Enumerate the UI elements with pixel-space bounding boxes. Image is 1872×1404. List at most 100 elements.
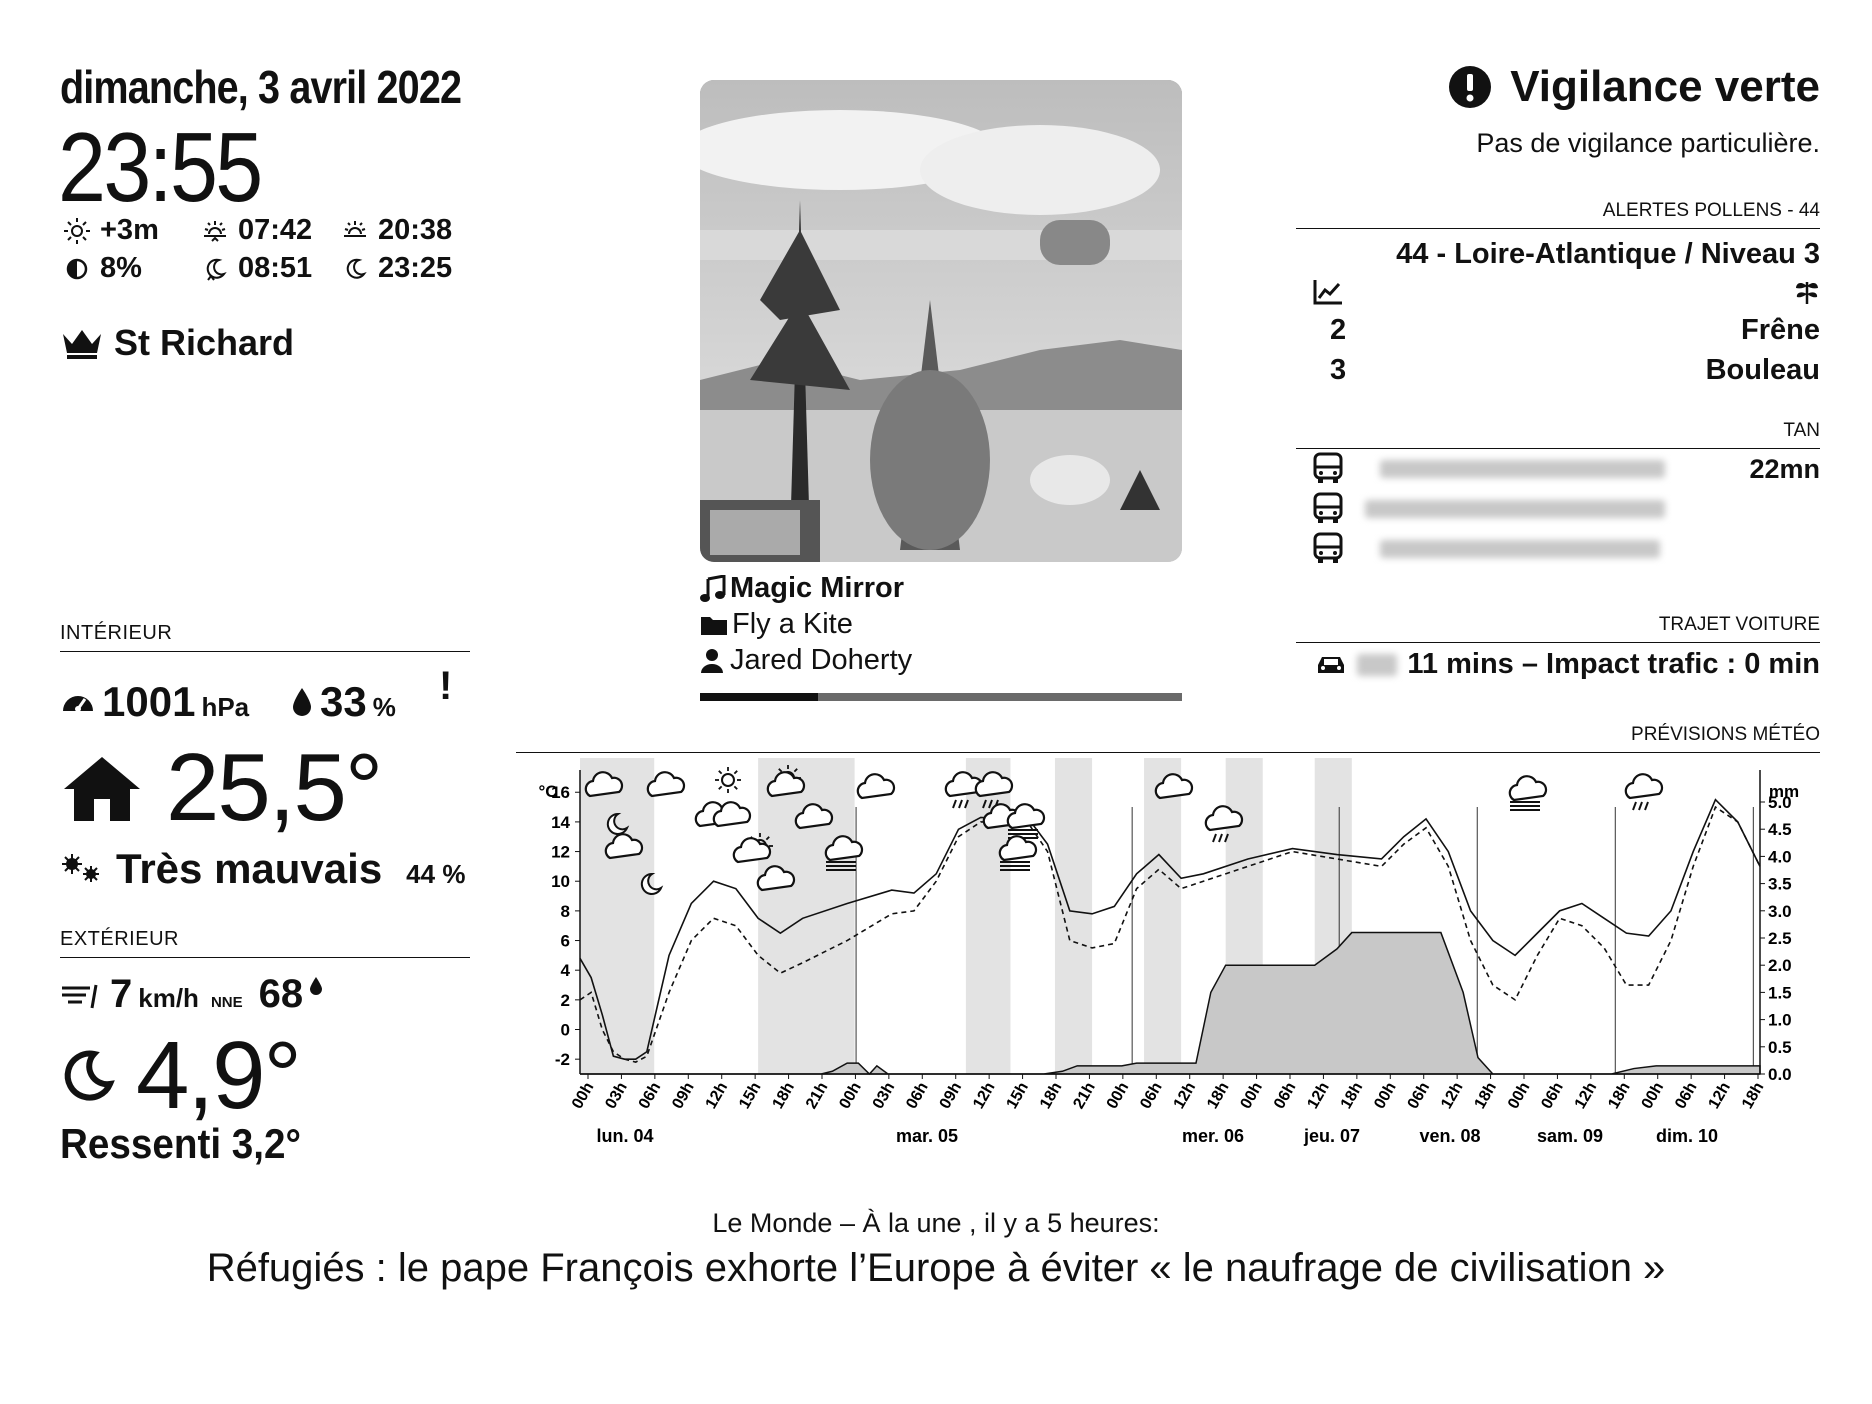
- cloud-icon: [1154, 773, 1194, 800]
- cloud-icon: [756, 865, 796, 892]
- indoor-section-title: INTÉRIEUR: [60, 622, 470, 652]
- wind-icon: [62, 984, 98, 1008]
- car-route: 11 mins – Impact trafic : 0 min: [1315, 648, 1820, 681]
- left-tick-label: 4: [561, 961, 571, 980]
- x-tick-label: 00h: [1639, 1080, 1668, 1112]
- left-tick-label: 6: [561, 932, 570, 951]
- x-tick-label: 15h: [736, 1080, 765, 1112]
- left-tick-label: 16: [551, 783, 570, 802]
- sunrise: 07:42: [200, 214, 312, 247]
- right-tick-label: 5.0: [1768, 793, 1792, 812]
- moonset-icon: [346, 258, 367, 279]
- bus-icon: [1313, 452, 1343, 483]
- cloud-icon: [604, 833, 644, 860]
- forecast-section-title: PRÉVISIONS MÉTÉO: [516, 724, 1820, 753]
- playback-progress-bar[interactable]: [700, 693, 1182, 701]
- right-tick-label: 4.5: [1768, 820, 1792, 839]
- pollen-region: 44 - Loire-Atlantique / Niveau 3: [1396, 238, 1820, 270]
- left-tick-label: -2: [555, 1050, 570, 1069]
- rain-drop: [1218, 833, 1223, 843]
- water-drop-icon: [293, 688, 311, 716]
- crown-icon: [63, 330, 101, 359]
- pollen-name-1: Frêne: [1741, 314, 1820, 346]
- folder-icon: [701, 616, 727, 635]
- indoor-temperature-value: 25,5°: [166, 734, 383, 841]
- x-tick-label: 12h: [970, 1080, 999, 1112]
- x-tick-label: 18h: [770, 1080, 799, 1112]
- sun-ray: [733, 785, 738, 790]
- right-axis-unit: mm: [1769, 782, 1799, 801]
- x-tick-label: 00h: [569, 1080, 598, 1112]
- sun-ray: [793, 768, 798, 773]
- right-tick-label: 0.0: [1768, 1065, 1792, 1084]
- x-tick-label: 06h: [1405, 1080, 1434, 1112]
- left-tick-label: 2: [561, 991, 570, 1010]
- x-tick-label: 00h: [1104, 1080, 1133, 1112]
- indoor-alert-mark: !: [439, 664, 453, 708]
- x-tick-label: 18h: [1204, 1080, 1233, 1112]
- daylight-delta-value: +3m: [100, 214, 159, 246]
- rain-drop: [1638, 801, 1643, 811]
- date: dimanche, 3 avril 2022: [60, 61, 462, 113]
- day-label: mar. 05: [896, 1126, 958, 1146]
- cloud-icon: [794, 803, 834, 830]
- rain-drop: [952, 799, 957, 809]
- x-tick-label: 03h: [870, 1080, 899, 1112]
- x-tick-label: 21h: [803, 1080, 832, 1112]
- moonset: 23:25: [340, 252, 452, 285]
- x-tick-label: 12h: [703, 1080, 732, 1112]
- day-label: jeu. 07: [1303, 1126, 1360, 1146]
- air-quality: Très mauvais 44 %: [60, 845, 465, 893]
- gauge-icon: [63, 696, 93, 712]
- right-tick-label: 1.0: [1768, 1011, 1792, 1030]
- vigilance-subtitle: Pas de vigilance particulière.: [1476, 128, 1820, 158]
- left-axis-unit: °C: [538, 782, 557, 801]
- track-album-text: Fly a Kite: [732, 608, 853, 640]
- x-tick-label: 12h: [1304, 1080, 1333, 1112]
- bus-icon: [1313, 492, 1343, 523]
- night-band: [1054, 758, 1093, 1074]
- x-tick-label: 06h: [636, 1080, 665, 1112]
- track-artist: Jared Doherty: [700, 644, 912, 677]
- temperature-line: [579, 798, 1761, 1060]
- day-label: lun. 04: [596, 1126, 653, 1146]
- x-tick-label: 18h: [1605, 1080, 1634, 1112]
- playback-progress-fill: [700, 693, 819, 701]
- cloud-icon: [732, 837, 772, 864]
- moon-illumination: 8%: [62, 252, 142, 285]
- sunrise-icon: [204, 220, 226, 242]
- rain-drop: [1212, 833, 1217, 843]
- pressure-value: 1001: [102, 678, 196, 725]
- air-quality-label: Très mauvais: [116, 845, 383, 892]
- rain-drop: [982, 799, 987, 809]
- left-tick-label: 14: [551, 813, 570, 832]
- tan-line-1-redacted: [1380, 460, 1665, 478]
- outdoor-humidity-value: 68: [258, 972, 304, 1016]
- indoor-pressure: 1001 hPa: [60, 678, 249, 726]
- left-tick-label: 12: [551, 843, 570, 862]
- cloud-icon: [646, 771, 686, 798]
- moonrise-time: 08:51: [238, 252, 313, 284]
- x-tick-label: 21h: [1070, 1080, 1099, 1112]
- fog-cloud-icon: [1508, 775, 1548, 802]
- humidity-percent-icon: [310, 977, 323, 995]
- tan-departure-2: [1312, 492, 1344, 529]
- air-quality-percent: 44 %: [406, 859, 466, 889]
- outdoor-section-title: EXTÉRIEUR: [60, 928, 470, 958]
- track-title-text: Magic Mirror: [730, 572, 905, 604]
- outdoor-wind: 7 km/h NNE 68: [60, 972, 323, 1017]
- news-headline[interactable]: Réfugiés : le pape François exhorte l’Eu…: [206, 1246, 1666, 1290]
- saint-name: St Richard: [114, 322, 295, 363]
- user-icon: [701, 648, 723, 673]
- sun-ray: [765, 836, 770, 841]
- tan-departure-1: [1312, 452, 1344, 489]
- rain-drop: [1632, 801, 1637, 811]
- night-band: [580, 758, 655, 1074]
- x-tick-label: 00h: [1505, 1080, 1534, 1112]
- right-tick-label: 2.0: [1768, 956, 1792, 975]
- car-route-redacted: [1357, 653, 1398, 676]
- tan-departure-3: [1312, 532, 1344, 569]
- rain-drop: [1644, 801, 1649, 811]
- car-route-text: 11 mins – Impact trafic : 0 min: [1407, 648, 1820, 680]
- x-tick-label: 09h: [937, 1080, 966, 1112]
